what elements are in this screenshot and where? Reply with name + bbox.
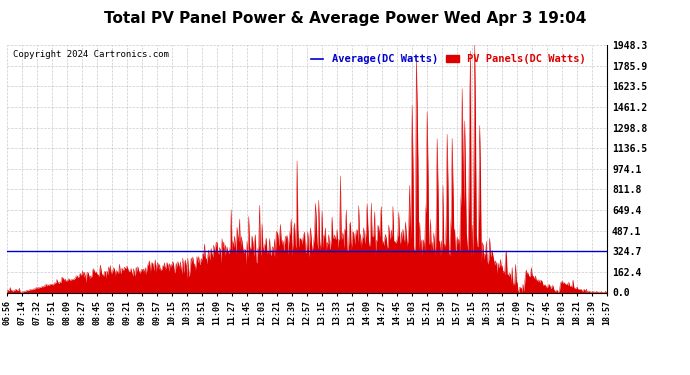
Text: Total PV Panel Power & Average Power Wed Apr 3 19:04: Total PV Panel Power & Average Power Wed… (104, 11, 586, 26)
Legend: Average(DC Watts), PV Panels(DC Watts): Average(DC Watts), PV Panels(DC Watts) (306, 50, 590, 69)
Text: 330.170: 330.170 (0, 246, 1, 255)
Text: Copyright 2024 Cartronics.com: Copyright 2024 Cartronics.com (13, 50, 169, 59)
